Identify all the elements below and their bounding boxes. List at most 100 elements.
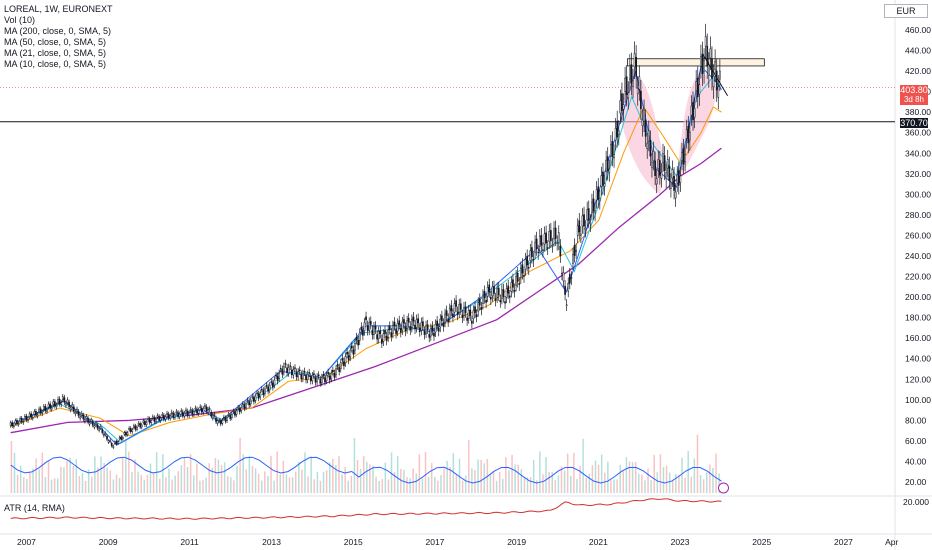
candle-body bbox=[690, 105, 693, 116]
candle-body bbox=[707, 64, 710, 76]
y-tick-label: 40.00 bbox=[905, 456, 927, 466]
candle-body bbox=[150, 420, 153, 424]
candle-body bbox=[118, 437, 121, 439]
atr-legend[interactable]: ATR (14, RMA) bbox=[4, 503, 65, 513]
candle-body bbox=[352, 349, 355, 355]
candle-body bbox=[281, 369, 284, 375]
volume-bar bbox=[576, 479, 578, 493]
volume-bar bbox=[699, 474, 702, 493]
lightning-icon[interactable] bbox=[717, 482, 729, 494]
candle-body bbox=[641, 119, 644, 126]
candle-body bbox=[501, 289, 503, 299]
candle-body bbox=[660, 172, 663, 179]
candle-body bbox=[196, 409, 198, 414]
volume-bar bbox=[97, 467, 99, 493]
trend-line[interactable] bbox=[702, 54, 729, 97]
candle-body bbox=[368, 322, 371, 331]
candle-body bbox=[625, 76, 628, 96]
candle-body bbox=[638, 76, 641, 90]
candle-body bbox=[91, 421, 94, 426]
volume-bar bbox=[26, 479, 28, 493]
candle-body bbox=[445, 310, 448, 317]
candle-body bbox=[77, 411, 80, 416]
candle-body bbox=[115, 440, 118, 445]
volume-bar bbox=[112, 479, 115, 493]
volume-bar bbox=[140, 474, 142, 493]
candle-body bbox=[640, 90, 642, 110]
indicator-ma10[interactable]: MA (10, close, 0, SMA, 5) bbox=[4, 59, 107, 69]
volume-bar bbox=[220, 464, 223, 493]
resistance-zone[interactable] bbox=[627, 58, 765, 67]
candle-body bbox=[567, 283, 570, 292]
y-tick-label: 420.00 bbox=[905, 66, 931, 76]
volume-bar bbox=[421, 478, 424, 493]
volume-bar bbox=[137, 471, 139, 493]
volume-bar bbox=[57, 478, 59, 493]
candle-body bbox=[54, 401, 56, 407]
volume-bar bbox=[613, 479, 615, 493]
indicator-ma50[interactable]: MA (50, close, 0, SMA, 5) bbox=[4, 37, 107, 47]
candle-body bbox=[322, 374, 325, 376]
candle-body bbox=[684, 154, 686, 162]
indicator-ma200[interactable]: MA (200, close, 0, SMA, 5) bbox=[4, 26, 112, 36]
candle-body bbox=[540, 234, 543, 246]
candle-body bbox=[524, 259, 527, 270]
currency-button[interactable]: EUR bbox=[884, 4, 928, 18]
candle-body bbox=[573, 245, 576, 256]
volume-bar bbox=[659, 454, 662, 493]
candle-body bbox=[42, 406, 45, 410]
volume-bar bbox=[511, 454, 513, 493]
candle-body bbox=[379, 330, 382, 335]
candle-body bbox=[283, 366, 285, 373]
candle-body bbox=[605, 159, 607, 172]
candle-body bbox=[349, 350, 352, 358]
y-tick-label: 240.00 bbox=[905, 251, 931, 261]
volume-bar bbox=[16, 474, 19, 493]
volume-bar bbox=[514, 464, 516, 493]
volume-bar bbox=[474, 470, 476, 493]
candle-body bbox=[616, 120, 619, 138]
candle-body bbox=[9, 422, 12, 426]
level-price-tag: 370.70 bbox=[900, 118, 928, 128]
x-tick-label: 2027 bbox=[834, 537, 853, 547]
candle-body bbox=[290, 369, 293, 375]
y-tick-label: 440.00 bbox=[905, 46, 931, 56]
indicator-ma21[interactable]: MA (21, close, 0, SMA, 5) bbox=[4, 48, 107, 58]
candle-body bbox=[621, 93, 623, 112]
candle-body bbox=[390, 332, 393, 337]
candle-body bbox=[327, 372, 329, 375]
volume-bar bbox=[709, 464, 711, 493]
candle-body bbox=[112, 445, 115, 448]
volume-bar bbox=[171, 479, 173, 493]
candle-body bbox=[193, 411, 195, 415]
volume-bar bbox=[662, 467, 665, 493]
volume-bar bbox=[19, 465, 22, 493]
candle-body bbox=[551, 245, 554, 247]
volume-bar bbox=[307, 476, 309, 493]
candle-body bbox=[685, 129, 688, 139]
volume-bar bbox=[582, 438, 584, 493]
candle-body bbox=[319, 379, 322, 384]
candle-body bbox=[311, 375, 314, 382]
candle-body bbox=[292, 369, 295, 376]
volume-bar bbox=[78, 476, 81, 493]
candle-body bbox=[98, 428, 100, 431]
volume-bar bbox=[223, 462, 226, 493]
candle-body bbox=[99, 426, 102, 429]
volume-bar bbox=[196, 463, 198, 493]
candle-body bbox=[505, 288, 508, 298]
volume-bar bbox=[242, 454, 244, 493]
candle-body bbox=[14, 420, 17, 424]
volume-bar bbox=[517, 464, 519, 493]
indicator-volume[interactable]: Vol (10) bbox=[4, 15, 36, 25]
candle-body bbox=[85, 416, 88, 419]
candle-body bbox=[597, 186, 600, 200]
volume-bar bbox=[396, 456, 399, 493]
volume-bar bbox=[641, 474, 643, 493]
candle-body bbox=[71, 404, 74, 408]
candle-body bbox=[234, 411, 236, 416]
volume-bar bbox=[183, 458, 186, 493]
candle-body bbox=[164, 416, 167, 420]
volume-bar bbox=[41, 452, 44, 493]
